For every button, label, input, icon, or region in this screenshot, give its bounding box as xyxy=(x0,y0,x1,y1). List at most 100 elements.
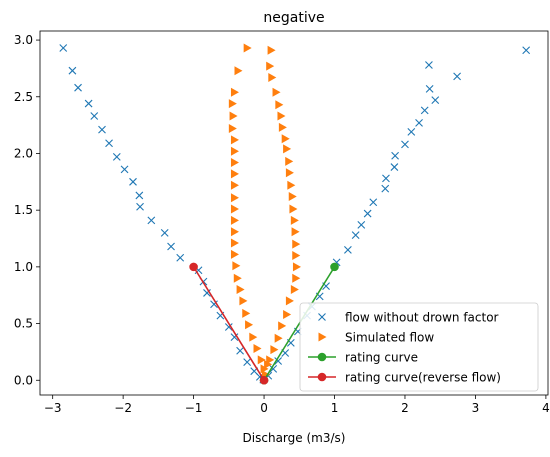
marker-stroke xyxy=(425,84,434,93)
data-point-x-marker xyxy=(74,83,82,92)
data-point-x-marker xyxy=(269,365,278,373)
x-axis: −3 −2 −1 0 1 2 3 4 xyxy=(44,395,550,415)
marker-stroke xyxy=(420,106,429,115)
x-tick-label: 3 xyxy=(472,401,480,415)
data-point-triangle-marker xyxy=(278,321,287,331)
data-point-x-marker xyxy=(112,152,121,161)
marker-stroke xyxy=(415,118,423,127)
data-point-triangle-marker xyxy=(266,355,275,365)
data-point-triangle-marker xyxy=(266,61,275,71)
marker-stroke xyxy=(382,174,390,183)
data-point-triangle-marker xyxy=(285,156,294,166)
marker-stroke xyxy=(281,349,290,357)
marker-stroke xyxy=(167,242,175,251)
data-point-triangle-marker xyxy=(290,285,299,295)
data-point-triangle-marker xyxy=(228,99,237,109)
marker-stroke xyxy=(269,365,278,373)
data-point-circle-marker xyxy=(317,372,327,382)
chart-title: negative xyxy=(263,10,324,26)
marker-stroke xyxy=(401,140,409,149)
data-point-triangle-marker xyxy=(230,204,239,214)
x-tick-label: −3 xyxy=(44,401,62,415)
y-tick-label: 3.0 xyxy=(14,33,33,47)
y-tick-label: 2.0 xyxy=(14,146,33,160)
legend-label: flow without drown factor xyxy=(345,311,499,325)
data-point-triangle-marker xyxy=(230,135,239,145)
data-point-x-marker xyxy=(369,198,378,207)
data-point-triangle-marker xyxy=(230,180,239,190)
data-point-circle-marker xyxy=(259,375,269,385)
marker-stroke xyxy=(194,266,203,275)
marker-stroke xyxy=(369,198,378,207)
data-point-triangle-marker xyxy=(230,158,239,168)
data-point-triangle-marker xyxy=(267,45,276,55)
data-point-triangle-marker xyxy=(230,87,239,97)
marker-stroke xyxy=(135,191,144,200)
data-point-circle-marker xyxy=(189,262,198,272)
marker-stroke xyxy=(274,357,283,365)
marker-stroke xyxy=(363,209,372,218)
x-axis-label: Discharge (m3/s) xyxy=(243,431,346,445)
plot-area xyxy=(59,43,531,385)
data-point-x-marker xyxy=(105,139,113,148)
data-point-x-marker xyxy=(129,177,137,186)
data-point-x-marker xyxy=(176,253,185,262)
data-point-x-marker xyxy=(381,184,390,193)
marker-stroke xyxy=(351,231,360,240)
data-point-triangle-marker xyxy=(253,344,262,354)
data-point-x-marker xyxy=(167,242,175,251)
marker-stroke xyxy=(453,72,461,81)
data-point-triangle-marker xyxy=(264,359,273,369)
data-point-triangle-marker xyxy=(257,355,266,365)
data-point-triangle-marker xyxy=(292,239,301,249)
data-point-triangle-marker xyxy=(292,251,301,261)
data-point-triangle-marker xyxy=(274,333,283,343)
data-point-triangle-marker xyxy=(318,332,327,342)
legend-box xyxy=(299,302,539,392)
data-point-triangle-marker xyxy=(243,43,252,53)
data-point-x-marker xyxy=(382,174,390,183)
legend-label: rating curve(reverse flow) xyxy=(345,371,501,385)
marker-stroke xyxy=(357,221,366,229)
data-point-circle-marker xyxy=(317,352,327,362)
series-1 xyxy=(59,44,531,384)
marker-stroke xyxy=(74,83,82,92)
marker-stroke xyxy=(344,245,352,254)
data-point-triangle-marker xyxy=(272,87,281,97)
data-point-x-marker xyxy=(210,300,218,309)
data-point-x-marker xyxy=(236,346,244,355)
marker-stroke xyxy=(407,128,416,136)
marker-stroke xyxy=(68,66,77,75)
marker-stroke xyxy=(236,346,244,355)
series-2 xyxy=(228,43,301,380)
marker-stroke xyxy=(112,152,121,161)
data-point-triangle-marker xyxy=(288,192,297,202)
y-tick-label: 2.5 xyxy=(14,90,33,104)
x-tick-label: −2 xyxy=(114,401,132,415)
data-point-triangle-marker xyxy=(245,320,254,330)
marker-stroke xyxy=(90,112,99,120)
data-point-x-marker xyxy=(68,66,77,75)
data-point-triangle-marker xyxy=(278,122,287,132)
legend-entry: rating curve(reverse flow) xyxy=(308,371,501,385)
data-point-x-marker xyxy=(420,106,429,115)
data-point-triangle-marker xyxy=(249,332,258,342)
data-point-x-marker xyxy=(357,221,366,229)
data-point-triangle-marker xyxy=(242,308,251,318)
data-point-x-marker xyxy=(120,165,129,174)
marker-stroke xyxy=(210,300,218,309)
marker-stroke xyxy=(286,338,295,347)
x-tick-label: 2 xyxy=(401,401,409,415)
data-point-x-marker xyxy=(230,333,239,342)
data-point-x-marker xyxy=(391,151,399,160)
legend: flow without drown factor Simulated flow r… xyxy=(299,302,539,392)
data-point-circle-marker xyxy=(330,262,339,272)
marker-stroke xyxy=(322,282,330,291)
data-point-x-marker xyxy=(344,245,352,254)
data-point-x-marker xyxy=(84,99,93,108)
marker-stroke xyxy=(203,289,211,297)
data-point-x-marker xyxy=(363,209,372,218)
marker-stroke xyxy=(425,61,433,69)
